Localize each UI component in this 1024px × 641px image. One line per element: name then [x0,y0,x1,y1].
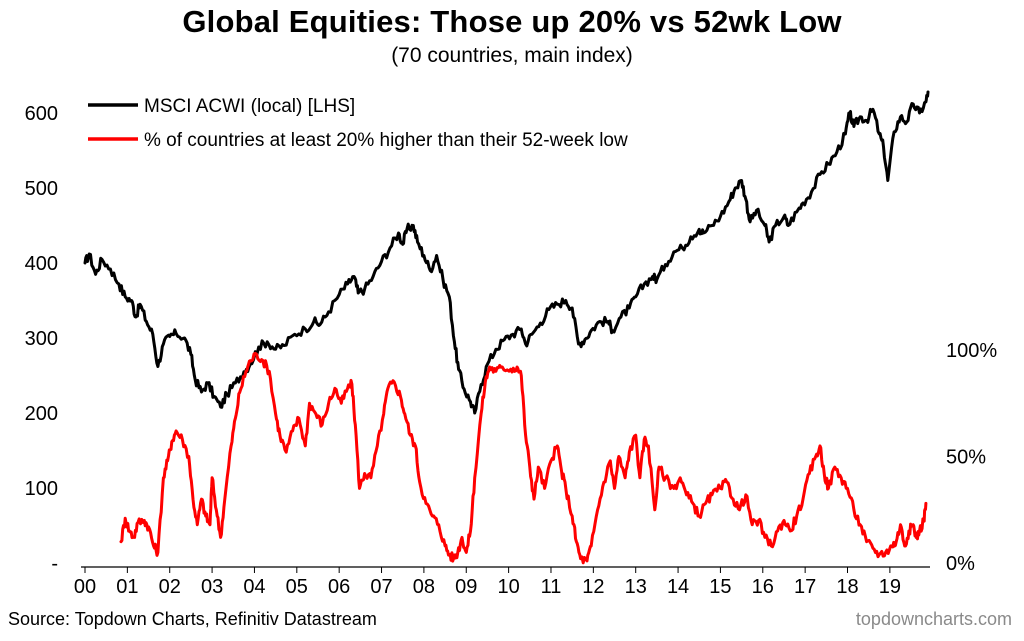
x-tick-label: 05 [286,576,308,598]
series-line-2 [119,351,928,565]
x-tick-label: 06 [328,576,350,598]
x-tick-label: 15 [709,576,731,598]
x-tick-label: 08 [413,576,435,598]
y-left-tick-label: 400 [25,253,58,275]
x-tick-label: 12 [582,576,604,598]
x-tick-label: 17 [794,576,816,598]
x-tick-label: 19 [879,576,901,598]
chart-subtitle: (70 countries, main index) [391,44,633,67]
x-tick-label: 18 [836,576,858,598]
chart-title: Global Equities: Those up 20% vs 52wk Lo… [182,4,842,39]
x-tick-label: 01 [116,576,138,598]
y-right-tick-label: 0% [946,553,975,575]
x-tick-label: 00 [74,576,96,598]
series-line-1 [83,90,930,415]
x-tick-label: 09 [455,576,477,598]
x-tick-label: 14 [667,576,689,598]
y-left-tick-label: 100 [25,478,58,500]
y-right-tick-label: 50% [946,447,986,469]
axes: 00 01 02 03 04 05 06 07 08 09 10 11 12 13 14 15 16 17 18 19… [25,103,998,598]
source-note: Source: Topdown Charts, Refinitiv Datast… [8,609,377,629]
y-left-tick-label: 300 [25,328,58,350]
series-lines [83,90,930,565]
x-tick-label: 02 [159,576,181,598]
x-tick-label: 04 [243,576,265,598]
x-tick-label: 11 [541,576,562,598]
y-left-tick-label: 500 [25,178,58,200]
legend-label-1: MSCI ACWI (local) [LHS] [144,96,355,117]
y-left-tick-label: 200 [25,403,58,425]
legend-label-2: % of countries at least 20% higher than … [144,130,628,151]
x-tick-label: 10 [497,576,519,598]
x-tick-label: 16 [752,576,774,598]
x-tick-label: 13 [625,576,647,598]
brand-watermark: topdowncharts.com [855,609,1012,629]
x-tick-label: 03 [201,576,223,598]
legend: MSCI ACWI (local) [LHS] % of countries at… [88,96,628,151]
y-left-tick-label: - [51,553,58,575]
y-right-tick-label: 100% [946,340,997,362]
y-left-tick-label: 600 [25,103,58,125]
x-tick-label: 07 [370,576,392,598]
